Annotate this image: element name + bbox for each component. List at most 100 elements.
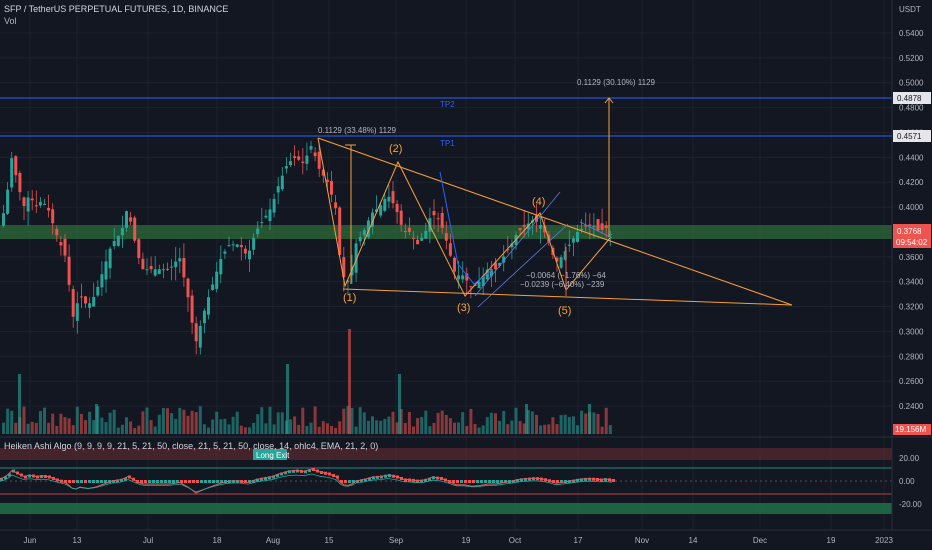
drawings[interactable]: [317, 97, 793, 308]
candle-body: [6, 189, 10, 214]
date-tick: 13: [73, 536, 82, 545]
indicator-title[interactable]: Heiken Ashi Algo (9, 9, 9, 9, 21, 5, 21,…: [4, 441, 379, 451]
volume-bar: [375, 420, 379, 434]
volume-bar: [129, 421, 133, 434]
osc-dot: [188, 480, 191, 483]
volume-bar: [407, 411, 411, 434]
osc-dot: [96, 480, 99, 483]
osc-dot: [148, 480, 151, 483]
volume-bar: [571, 416, 575, 434]
osc-dot: [112, 480, 115, 483]
candle-body: [555, 257, 559, 262]
candle-body: [481, 275, 485, 286]
measure-left-label: 0.1129 (33.48%) 1129: [318, 126, 397, 135]
volume-bar: [260, 407, 264, 434]
candle-body: [108, 248, 112, 269]
osc-dot: [64, 480, 67, 483]
volume-bar: [535, 414, 538, 434]
arrow-head: [604, 97, 614, 104]
price-tick: 0.3000: [899, 327, 924, 336]
symbol-title[interactable]: SFP / TetherUS PERPETUAL FUTURES, 1D, BI…: [4, 4, 229, 14]
volume-bar: [448, 418, 452, 434]
time-axis[interactable]: Jun 13 Jul 18 Aug 15 Sep 19 Oct 17 Nov 14 Dec 19 2023: [24, 536, 894, 545]
candle-body: [453, 257, 456, 272]
osc-dot: [84, 480, 87, 483]
osc-dot: [180, 480, 183, 483]
volume-bar: [362, 412, 366, 434]
candle-body: [219, 258, 223, 275]
osc-dot: [344, 480, 347, 483]
price-axis[interactable]: 0.54000.52000.50000.48000.46000.44000.42…: [899, 29, 924, 411]
volume-bar: [252, 422, 256, 434]
tp2-label: TP2: [440, 100, 455, 109]
volume-bar: [293, 416, 297, 434]
candle-body: [231, 244, 235, 246]
candle-body: [293, 156, 297, 159]
volume-bar: [297, 424, 301, 434]
osc-dot: [376, 475, 379, 479]
candle-body: [522, 224, 526, 227]
candle-body: [223, 251, 227, 254]
volume-bar: [59, 413, 63, 434]
osc-dot: [416, 479, 419, 483]
osc-dot: [452, 480, 455, 483]
osc-dot: [272, 475, 275, 479]
candle-body: [268, 209, 272, 222]
candle-body: [71, 289, 75, 317]
osc-dot: [456, 480, 459, 483]
osc-dot: [612, 478, 615, 482]
candle-body: [342, 257, 346, 278]
candle-body: [461, 275, 465, 280]
volume-title[interactable]: Vol: [4, 16, 17, 26]
volume-bar: [231, 416, 235, 434]
volume-bar: [576, 425, 579, 434]
candle-body: [120, 228, 124, 236]
osc-dot: [72, 480, 75, 483]
osc-fast: [0, 468, 613, 494]
osc-dot: [516, 479, 519, 482]
volume-bar: [518, 421, 522, 434]
volume-bar: [14, 422, 18, 434]
volume-bar: [38, 410, 42, 434]
candle-body: [563, 251, 567, 260]
date-tick: 15: [325, 536, 334, 545]
osc-axis[interactable]: 20.00 0.00 -20.00: [899, 454, 922, 509]
candle-body: [133, 217, 137, 241]
osc-tick: 0.00: [899, 477, 915, 486]
osc-dot: [156, 480, 159, 483]
volume-bar: [47, 422, 51, 434]
volume-bar: [469, 408, 473, 434]
candle-body: [379, 205, 383, 216]
triangle-upper[interactable]: [317, 137, 793, 306]
osc-dot: [384, 474, 387, 478]
volume-bar: [457, 422, 461, 434]
blue-wave[interactable]: [439, 171, 493, 285]
tp2-badge: [893, 92, 931, 104]
osc-dot: [288, 470, 291, 474]
candle-body: [346, 280, 350, 283]
osc-dot: [304, 470, 307, 474]
channel-up-2[interactable]: [477, 223, 569, 308]
volume-bar: [494, 413, 497, 434]
candle-body: [309, 146, 313, 150]
volume-bar: [75, 406, 79, 434]
channel-3[interactable]: [579, 221, 613, 239]
osc-dot: [160, 480, 163, 483]
triangle-lower[interactable]: [342, 288, 793, 306]
date-tick: Dec: [753, 536, 767, 545]
osc-dot: [360, 479, 363, 483]
candle-body: [51, 209, 55, 224]
volume-bar: [424, 410, 428, 434]
volume-bar: [227, 424, 231, 434]
candle-body: [399, 210, 403, 225]
channel-up-1[interactable]: [474, 191, 561, 297]
candle-body: [14, 156, 18, 176]
price-tick: 0.3600: [899, 253, 924, 262]
osc-dot: [264, 477, 267, 480]
volume-bar: [104, 422, 108, 434]
osc-dot: [208, 480, 211, 483]
candle-body: [362, 230, 366, 236]
volume-bar: [416, 418, 420, 434]
volume-bar: [6, 408, 10, 434]
